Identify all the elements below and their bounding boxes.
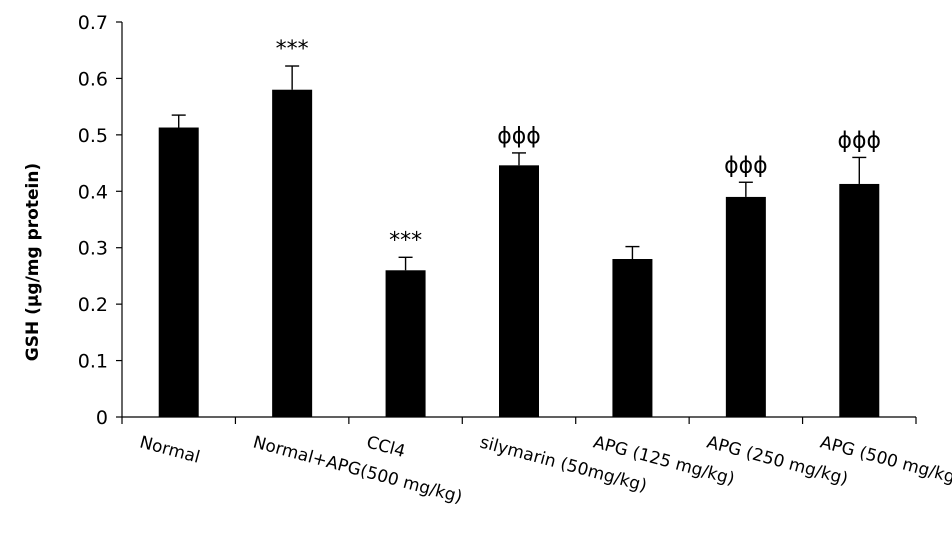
bar [725,196,766,417]
bar [612,259,653,417]
bars [158,65,880,418]
bar [839,183,880,417]
y-tick-label: 0.4 [78,181,108,203]
y-tick-label: 0.5 [78,125,108,147]
axes: 0 0.1 0.2 0.3 0.4 0.5 0.6 0.7 [78,12,917,429]
x-category-label: CCl4 [364,433,407,462]
significance-label: ϕϕϕ [838,128,882,153]
y-tick-label: 0.1 [78,351,108,373]
labels: Normal *** Normal+APG(500 mg/kg) *** CCl4 ϕϕϕ… [137,37,952,508]
y-tick-label: 0.6 [78,68,108,90]
x-category-label: Normal [137,433,202,468]
y-tick-label: 0.3 [78,238,108,260]
bar [272,89,313,417]
bar [499,165,539,417]
significance-label: *** [389,228,422,253]
significance-label: ϕϕϕ [724,153,768,178]
x-category-label: Normal+APG(500 mg/kg) [251,433,464,508]
y-tick-label: 0.2 [78,294,108,316]
bar [385,270,426,417]
y-tick-label: 0 [96,407,108,429]
y-axis-title: GSH (µg/mg protein) [23,163,43,361]
significance-label: *** [276,37,309,62]
significance-label: ϕϕϕ [497,124,541,149]
bar [158,127,199,418]
y-tick-label: 0.7 [78,12,108,34]
